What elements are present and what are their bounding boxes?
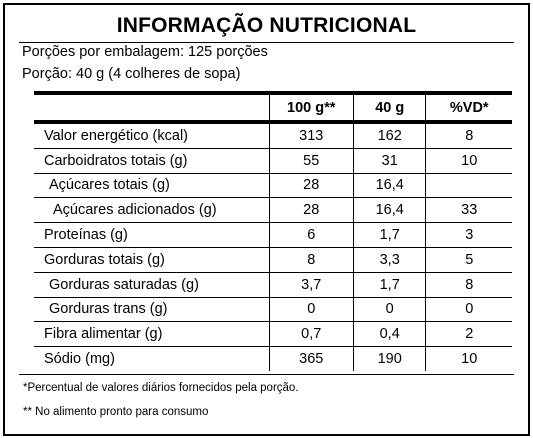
table-row: Valor energético (kcal) 313 162 8	[34, 122, 512, 149]
value-per-100g: 313	[268, 122, 354, 149]
daily-value-percent: 10	[425, 346, 512, 371]
nutrient-name: Gorduras trans (g)	[34, 297, 270, 323]
nutrient-name: Proteínas (g)	[34, 222, 270, 248]
daily-value-percent: 0	[425, 297, 512, 323]
value-per-serving: 16,4	[352, 197, 426, 224]
nutrient-name: Fibra alimentar (g)	[34, 321, 270, 348]
nutrition-table: 100 g** 40 g %VD* Valor energético (kcal…	[34, 91, 512, 371]
footnote-daily-value: *Percentual de valores diários fornecido…	[23, 382, 299, 394]
header-daily-value: %VD*	[425, 93, 512, 124]
nutrient-name: Gorduras saturadas (g)	[34, 272, 270, 298]
daily-value-percent: 5	[425, 247, 512, 273]
value-per-serving: 3,3	[352, 247, 426, 273]
header-per-serving: 40 g	[352, 93, 426, 124]
value-per-serving: 1,7	[352, 222, 426, 248]
daily-value-percent: 3	[425, 222, 512, 248]
daily-value-percent: 10	[425, 148, 512, 174]
nutrient-name: Valor energético (kcal)	[34, 122, 270, 149]
table-row: Carboidratos totais (g) 55 31 10	[34, 148, 512, 174]
label-title: INFORMAÇÃO NUTRICIONAL	[116, 14, 417, 37]
table-row: Açúcares adicionados (g) 28 16,4 33	[34, 197, 512, 224]
value-per-100g: 0,7	[268, 321, 354, 348]
daily-value-percent: 8	[425, 272, 512, 298]
title-divider	[19, 42, 514, 43]
header-nutrient	[34, 93, 270, 124]
table-row: Gorduras totais (g) 8 3,3 5	[34, 247, 512, 273]
table-row: Açúcares totais (g) 28 16,4	[34, 173, 512, 199]
value-per-serving: 0,4	[352, 321, 426, 348]
value-per-serving: 31	[352, 148, 426, 174]
nutrient-name: Sódio (mg)	[44, 351, 115, 368]
value-per-serving: 162	[352, 122, 426, 149]
value-per-serving: 16,4	[352, 173, 426, 199]
value-per-100g: 28	[268, 173, 354, 199]
table-header-row: 100 g** 40 g %VD*	[34, 93, 512, 124]
value-per-100g: 6	[268, 222, 354, 248]
footnote-ready-to-eat: ** No alimento pronto para consumo	[23, 406, 209, 418]
value-per-serving: 190	[352, 346, 426, 371]
nutrition-facts-label: INFORMAÇÃO NUTRICIONAL Porções por embal…	[3, 3, 530, 436]
table-row: Fibra alimentar (g) 0,7 0,4 2	[34, 321, 512, 348]
value-per-serving: 0	[352, 297, 426, 323]
value-per-100g: 365	[268, 346, 354, 371]
serving-size: Porção: 40 g (4 colheres de sopa)	[22, 66, 241, 82]
value-per-100g: 55	[268, 148, 354, 174]
value-per-100g: 28	[268, 197, 354, 224]
footnote-divider	[19, 374, 514, 375]
nutrient-name: Carboidratos totais (g)	[34, 148, 270, 174]
daily-value-percent: 2	[425, 321, 512, 348]
value-per-serving: 1,7	[352, 272, 426, 298]
table-row: Gorduras trans (g) 0 0 0	[34, 297, 512, 323]
nutrient-name: Açúcares totais (g)	[34, 173, 270, 199]
value-per-100g: 0	[268, 297, 354, 323]
nutrient-name: Açúcares adicionados (g)	[34, 197, 270, 224]
value-per-100g: 8	[268, 247, 354, 273]
daily-value-percent: 8	[425, 122, 512, 149]
table-row: Proteínas (g) 6 1,7 3	[34, 222, 512, 248]
nutrient-name: Gorduras totais (g)	[34, 247, 270, 273]
table-row: Sódio (mg) 365 190 10	[34, 346, 512, 371]
table-row: Gorduras saturadas (g) 3,7 1,7 8	[34, 272, 512, 298]
servings-per-package: Porções por embalagem: 125 porções	[22, 44, 268, 60]
daily-value-percent: 33	[425, 197, 512, 224]
value-per-100g: 3,7	[268, 272, 354, 298]
daily-value-percent	[425, 173, 512, 199]
header-per-100g: 100 g**	[268, 93, 354, 124]
